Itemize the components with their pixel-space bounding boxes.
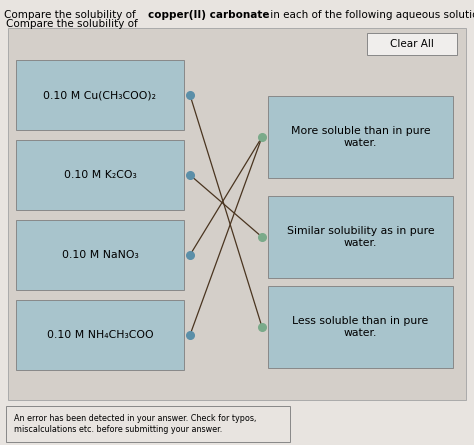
FancyBboxPatch shape [268,96,453,178]
Text: Similar solubility as in pure
water.: Similar solubility as in pure water. [287,226,434,248]
Text: Compare the solubility of: Compare the solubility of [6,19,141,29]
FancyBboxPatch shape [16,140,184,210]
FancyBboxPatch shape [268,196,453,278]
FancyBboxPatch shape [367,33,457,55]
Text: Clear All: Clear All [390,39,434,49]
Text: Less soluble than in pure
water.: Less soluble than in pure water. [292,316,428,338]
Text: Compare the solubility of: Compare the solubility of [4,10,139,20]
Text: Compare the solubility of copper(II) carbonate: Compare the solubility of copper(II) car… [6,19,280,29]
FancyBboxPatch shape [8,28,466,400]
Text: 0.10 M NaNO₃: 0.10 M NaNO₃ [62,250,138,260]
FancyBboxPatch shape [16,220,184,290]
Text: copper(II) carbonate: copper(II) carbonate [148,10,270,20]
Text: 0.10 M NH₄CH₃COO: 0.10 M NH₄CH₃COO [46,330,153,340]
Text: in each of the following aqueous solutions:: in each of the following aqueous solutio… [267,10,474,20]
Text: More soluble than in pure
water.: More soluble than in pure water. [291,126,430,148]
FancyBboxPatch shape [6,406,290,442]
Text: 0.10 M K₂CO₃: 0.10 M K₂CO₃ [64,170,137,180]
FancyBboxPatch shape [268,286,453,368]
FancyBboxPatch shape [16,60,184,130]
Text: 0.10 M Cu(CH₃COO)₂: 0.10 M Cu(CH₃COO)₂ [44,90,156,100]
FancyBboxPatch shape [16,300,184,370]
Text: An error has been detected in your answer. Check for typos,
miscalculations etc.: An error has been detected in your answe… [14,414,256,434]
